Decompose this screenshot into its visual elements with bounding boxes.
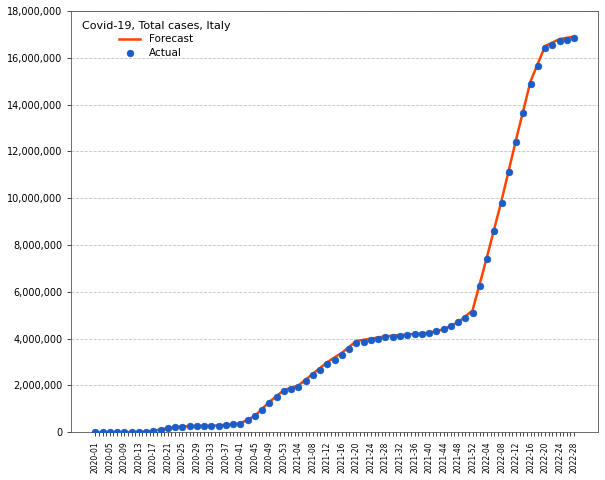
Actual xyxy=(192,422,201,430)
Actual xyxy=(105,429,114,436)
Actual xyxy=(97,429,107,436)
Actual xyxy=(504,168,514,176)
Actual xyxy=(497,199,506,207)
Actual xyxy=(272,393,281,401)
Actual xyxy=(352,339,361,347)
Actual xyxy=(308,371,318,379)
Actual xyxy=(518,109,528,117)
Actual xyxy=(257,406,267,413)
Actual xyxy=(286,385,296,393)
Actual xyxy=(214,422,223,430)
Actual xyxy=(155,426,165,433)
Actual xyxy=(119,429,129,436)
Actual xyxy=(344,345,354,353)
Actual xyxy=(388,333,397,340)
Actual xyxy=(206,422,216,430)
Actual xyxy=(315,366,325,373)
Actual xyxy=(250,412,260,420)
Actual xyxy=(453,318,463,326)
Actual xyxy=(177,423,187,431)
Actual xyxy=(185,422,194,430)
Actual xyxy=(148,427,158,435)
Actual xyxy=(243,416,252,424)
Actual xyxy=(468,309,477,317)
Actual xyxy=(293,383,303,390)
Actual xyxy=(381,334,390,341)
Actual xyxy=(475,282,485,290)
Actual xyxy=(141,428,151,435)
Actual xyxy=(439,325,448,333)
Actual xyxy=(555,37,564,45)
Actual xyxy=(91,429,100,436)
Forecast xyxy=(393,333,400,338)
Actual xyxy=(330,356,339,363)
Actual xyxy=(548,41,557,49)
Actual xyxy=(460,314,470,322)
Actual xyxy=(264,399,274,407)
Forecast xyxy=(571,34,578,39)
Actual xyxy=(395,332,405,340)
Actual xyxy=(199,422,209,430)
Actual xyxy=(569,34,579,42)
Actual xyxy=(431,327,441,335)
Actual xyxy=(112,429,122,436)
Actual xyxy=(417,330,427,338)
Actual xyxy=(511,138,521,146)
Forecast xyxy=(541,43,549,49)
Actual xyxy=(482,255,492,263)
Legend: Forecast, Actual: Forecast, Actual xyxy=(77,16,235,63)
Actual xyxy=(489,227,499,235)
Forecast xyxy=(422,330,429,336)
Actual xyxy=(301,377,310,384)
Actual xyxy=(163,424,172,432)
Actual xyxy=(279,387,289,395)
Actual xyxy=(134,428,143,436)
Actual xyxy=(446,322,456,330)
Forecast xyxy=(407,331,414,337)
Actual xyxy=(322,360,332,368)
Actual xyxy=(366,336,376,344)
Forecast xyxy=(124,429,131,435)
Actual xyxy=(170,424,180,432)
Actual xyxy=(526,80,535,87)
Line: Forecast: Forecast xyxy=(96,36,574,432)
Forecast xyxy=(552,38,560,44)
Actual xyxy=(424,329,434,337)
Actual xyxy=(126,428,136,436)
Actual xyxy=(235,420,245,428)
Actual xyxy=(373,335,383,343)
Actual xyxy=(359,338,368,346)
Actual xyxy=(562,36,572,44)
Actual xyxy=(540,45,550,52)
Actual xyxy=(410,331,419,338)
Actual xyxy=(221,421,231,429)
Actual xyxy=(533,62,543,70)
Actual xyxy=(402,331,412,339)
Actual xyxy=(228,420,238,428)
Actual xyxy=(337,351,347,359)
Forecast xyxy=(92,430,99,435)
